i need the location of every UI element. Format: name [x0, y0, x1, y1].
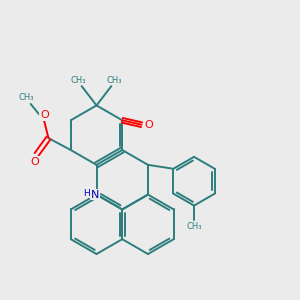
Text: O: O — [40, 110, 49, 120]
Text: O: O — [31, 157, 40, 167]
Text: O: O — [145, 120, 153, 130]
Text: CH₃: CH₃ — [186, 223, 202, 232]
Text: H: H — [83, 189, 89, 198]
Text: CH₃: CH₃ — [18, 93, 34, 102]
Text: CH₃: CH₃ — [71, 76, 86, 85]
Text: CH₃: CH₃ — [106, 76, 122, 85]
Text: N: N — [91, 190, 99, 200]
